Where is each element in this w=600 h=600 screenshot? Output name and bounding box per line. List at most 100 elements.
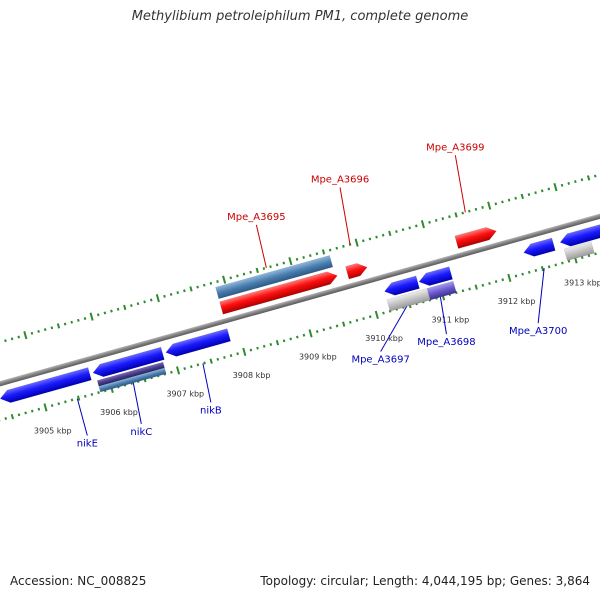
upper-tick-mark	[242, 272, 246, 276]
gene-mpe_a3700-arrow[interactable]	[522, 237, 556, 259]
upper-tick-mark	[96, 313, 100, 317]
upper-tick-mark	[216, 280, 219, 283]
gene-nikc-arrow[interactable]	[91, 346, 165, 379]
lower-tick-mark	[296, 335, 299, 339]
lower-tick-mark	[534, 269, 538, 272]
lower-tick-mark	[507, 273, 512, 283]
upper-tick-mark	[269, 265, 272, 269]
gene-label-mpe_a3698[interactable]: Mpe_A3698	[417, 337, 475, 348]
lower-tick-mark	[335, 324, 339, 328]
lower-tick-mark	[189, 365, 193, 369]
tick-label: 3909 kbp	[299, 352, 337, 361]
lower-tick-mark	[37, 407, 41, 411]
lower-tick-mark	[223, 355, 226, 359]
lower-tick-mark	[4, 417, 8, 420]
upper-tick-mark	[388, 230, 392, 237]
lower-tick-mark	[501, 278, 505, 282]
upper-tick-mark	[10, 337, 14, 341]
upper-tick-mark	[56, 323, 61, 329]
lower-tick-mark	[349, 320, 352, 324]
upper-tick-mark	[501, 200, 504, 204]
lower-tick-mark	[302, 333, 306, 337]
gene-gene-3913a-arrow[interactable]	[558, 220, 600, 248]
upper-tick-mark	[143, 300, 146, 304]
gene-mpe_a3697-arrow[interactable]	[383, 275, 420, 298]
upper-tick-mark	[249, 270, 252, 274]
leader-line-mpe_a3700	[537, 268, 545, 324]
upper-tick-mark	[282, 261, 286, 265]
upper-tick-mark	[534, 191, 537, 195]
gene-mpe_a3695-arrow[interactable]	[219, 269, 339, 315]
upper-tick-mark	[202, 283, 206, 287]
gene-mpe_a3699-arrow[interactable]	[454, 225, 498, 249]
gene-label-nike[interactable]: nikE	[77, 439, 98, 450]
lower-tick-mark	[10, 413, 15, 420]
lower-tick-mark	[540, 265, 545, 272]
upper-tick-mark	[123, 304, 127, 311]
lower-tick-mark	[580, 256, 584, 260]
upper-tick-mark	[415, 224, 418, 228]
upper-tick-mark	[196, 285, 199, 289]
nikc-domain-band-2[interactable]	[98, 367, 167, 393]
tick-label: 3905 kbp	[34, 426, 72, 435]
mpe-a3695-domain-band[interactable]	[215, 255, 334, 300]
lower-tick-mark	[77, 395, 81, 401]
lower-tick-mark	[468, 287, 471, 291]
gene-features	[0, 220, 600, 405]
gene-nike-arrow[interactable]	[0, 367, 92, 405]
upper-tick-mark	[89, 312, 94, 321]
tick-label: 3911 kbp	[432, 315, 470, 324]
tick-label: 3907 kbp	[166, 389, 204, 398]
upper-tick-mark	[83, 317, 87, 320]
gene-label-nikb[interactable]: nikB	[200, 405, 222, 416]
lower-tick-mark	[83, 394, 87, 398]
leader-line-mpe_a3698	[439, 297, 447, 335]
genome-summary: Topology: circular; Length: 4,044,195 bp…	[260, 574, 590, 588]
upper-tick-mark	[236, 274, 239, 278]
upper-tick-mark	[275, 263, 279, 267]
gene-label-mpe_a3697[interactable]: Mpe_A3697	[351, 355, 409, 366]
gene-nikb-arrow[interactable]	[164, 328, 231, 359]
upper-tick-mark	[163, 294, 166, 298]
gene-mpe_a3698-arrow[interactable]	[417, 266, 453, 288]
upper-tick-mark	[43, 328, 47, 332]
upper-tick-mark	[189, 286, 193, 292]
gene-label-mpe_a3695[interactable]: Mpe_A3695	[227, 212, 285, 223]
upper-tick-mark	[302, 255, 305, 259]
lower-tick-mark	[322, 328, 326, 332]
lower-tick-mark	[70, 398, 74, 402]
lower-tick-mark	[308, 329, 313, 338]
upper-tick-mark	[487, 201, 492, 210]
leader-line-mpe_a3696	[339, 187, 351, 245]
upper-tick-mark	[70, 320, 74, 324]
upper-tick-mark	[342, 244, 345, 248]
gene-mpe_a3696-arrow[interactable]	[345, 261, 368, 280]
gene-label-mpe_a3696[interactable]: Mpe_A3696	[311, 174, 369, 185]
upper-tick-mark	[169, 292, 173, 296]
upper-tick-mark	[448, 215, 451, 219]
leader-line-nikc	[132, 382, 142, 424]
gene-label-mpe_a3699[interactable]: Mpe_A3699	[426, 142, 484, 153]
upper-tick-mark	[37, 329, 40, 333]
lower-tick-mark	[567, 259, 571, 263]
lower-tick-mark	[547, 265, 551, 269]
gene-label-mpe_a3700[interactable]: Mpe_A3700	[509, 326, 567, 337]
lower-tick-mark	[275, 339, 280, 346]
gene-3913-hit-band[interactable]	[563, 241, 595, 261]
lower-tick-mark	[374, 310, 379, 320]
lower-tick-mark	[64, 400, 67, 404]
lower-tick-mark	[256, 346, 259, 350]
lower-tick-mark	[24, 411, 27, 415]
upper-tick-mark	[17, 335, 21, 339]
upper-tick-mark	[354, 238, 359, 247]
lower-tick-mark	[587, 254, 591, 258]
mpe-a3698-domain-band[interactable]	[426, 280, 457, 301]
upper-tick-mark	[527, 193, 531, 197]
lower-tick-mark	[514, 274, 518, 278]
gene-label-nikc[interactable]: nikC	[130, 427, 152, 438]
lower-tick-mark	[43, 403, 48, 412]
upper-tick-mark	[474, 207, 478, 211]
lower-tick-mark	[362, 317, 365, 321]
